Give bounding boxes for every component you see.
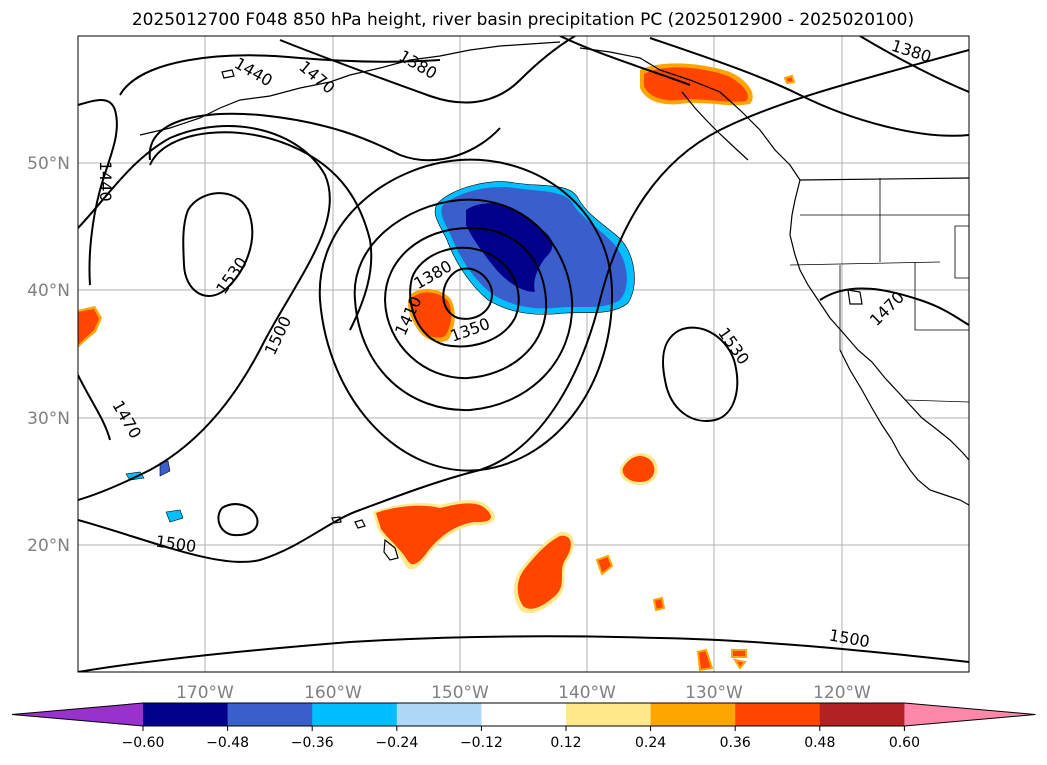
border-state-4	[914, 262, 969, 331]
colorbar-extend-over	[904, 703, 1036, 726]
precip-pos-mid	[622, 456, 655, 482]
contour-1410-low	[383, 226, 548, 380]
contour-1440-west	[78, 99, 118, 286]
colorbar-tick-label-3: −0.24	[375, 735, 418, 751]
island-maui	[354, 519, 366, 529]
precip-neg-small-3	[165, 509, 184, 523]
colorbar-tick-label-9: 0.60	[889, 735, 920, 751]
lon-tick-150w: 150°W	[431, 683, 489, 703]
colorbar-bin-1	[227, 703, 313, 726]
precip-neg-small-1	[125, 471, 145, 481]
colorbar-bin-3	[396, 703, 482, 726]
precip-pos-west	[78, 309, 99, 345]
contour-1500-west	[78, 125, 331, 501]
colorbar: −0.60 −0.48 −0.36 −0.24 −0.12 0.12 0.24 0.36 0.4…	[11, 702, 1036, 751]
map-frame	[77, 35, 970, 673]
contour-1470-east	[819, 287, 969, 326]
contour-1500-main	[78, 49, 969, 563]
contour-1470-a	[148, 112, 501, 162]
lon-tick-140w: 140°W	[558, 683, 616, 703]
lat-tick-40n: 40°N	[27, 281, 70, 301]
lon-tick-120w: 120°W	[813, 683, 871, 703]
colorbar-bin-2	[312, 703, 398, 726]
colorbar-bin-6	[650, 703, 736, 726]
lake-great-salt	[847, 289, 863, 305]
lon-tick-160w: 160°W	[304, 683, 362, 703]
height-contours	[78, 36, 969, 672]
precip-pos-small-3	[696, 648, 714, 672]
colorbar-tick-label-2: −0.36	[291, 735, 334, 751]
coast-north-america-west	[579, 47, 969, 461]
colorbar-tick-label-8: 0.48	[804, 735, 835, 751]
lon-tick-170w: 170°W	[176, 683, 234, 703]
colorbar-bin-4	[481, 703, 567, 726]
colorbar-tick-label-6: 0.24	[635, 735, 666, 751]
lon-tick-130w: 130°W	[685, 683, 743, 703]
contour-1350	[442, 267, 494, 320]
contour-1410-north	[279, 36, 576, 104]
precip-pos-low	[411, 292, 452, 338]
contour-1500-south	[78, 635, 969, 672]
island-pribilof	[221, 69, 235, 79]
map-title: 2025012700 F048 850 hPa height, river ba…	[132, 10, 914, 30]
colorbar-tick-label-5: 0.12	[550, 735, 581, 751]
contour-label-1440-west: 1440	[96, 161, 115, 202]
colorbar-bin-0	[143, 703, 229, 726]
lat-tick-30n: 30°N	[27, 409, 70, 429]
colorbar-tick-label-4: −0.12	[460, 735, 503, 751]
contour-1530-west	[182, 192, 254, 297]
contour-1500-small	[217, 503, 259, 537]
precip-pos-small-6	[783, 74, 796, 85]
contour-1380-low	[409, 246, 520, 348]
contour-1470-west	[78, 374, 111, 441]
contour-1380-east	[559, 36, 691, 86]
precip-negative	[125, 181, 635, 523]
precip-pos-small-5	[732, 658, 747, 670]
precip-pos-small-2	[652, 596, 666, 612]
colorbar-bin-8	[819, 703, 905, 726]
contour-1440-low	[353, 198, 574, 412]
coast-baja	[839, 349, 969, 506]
lon-tick-labels: 170°W 160°W 150°W 140°W 130°W 120°W	[176, 683, 871, 703]
precip-pos-small-1	[595, 554, 614, 576]
colorbar-tick-label-1: −0.48	[206, 735, 249, 751]
lat-tick-labels: 20°N 30°N 40°N 50°N	[27, 154, 70, 556]
precip-positive	[78, 63, 796, 672]
coast-alaska-panhandle	[681, 91, 749, 161]
colorbar-tick-label-0: −0.60	[122, 735, 165, 751]
colorbar-bin-7	[735, 703, 821, 726]
precip-pos-small-4	[731, 649, 747, 658]
map-content: 1440 1470 1380 1380 1440 1530 1500 1380 …	[78, 36, 969, 672]
precip-pos-south	[517, 535, 571, 609]
contour-1470-b	[149, 131, 373, 331]
contour-1530-east	[661, 326, 739, 422]
coast-canada-border-line	[799, 177, 969, 181]
contour-1410-east	[649, 37, 969, 137]
political-borders	[789, 178, 969, 403]
lat-tick-50n: 50°N	[27, 154, 70, 174]
border-us-mexico	[904, 399, 969, 403]
coast-aleutians-bering	[139, 41, 561, 136]
colorbar-bin-5	[566, 703, 652, 726]
colorbar-tick-label-7: 0.36	[720, 735, 751, 751]
precip-pos-hawaii	[376, 503, 491, 565]
contour-1440-north	[119, 54, 441, 96]
precip-blob-neg-strong	[466, 203, 553, 292]
colorbar-extend-under	[12, 703, 143, 726]
border-state-box	[954, 225, 969, 279]
lat-tick-20n: 20°N	[27, 536, 70, 556]
coastlines	[139, 41, 969, 561]
island-oahu	[331, 516, 342, 524]
contour-1470-low	[318, 158, 614, 472]
contour-1380-ne	[859, 36, 969, 93]
map-panel: 1440 1470 1380 1380 1440 1530 1500 1380 …	[77, 35, 970, 673]
island-hawaii	[383, 538, 399, 561]
